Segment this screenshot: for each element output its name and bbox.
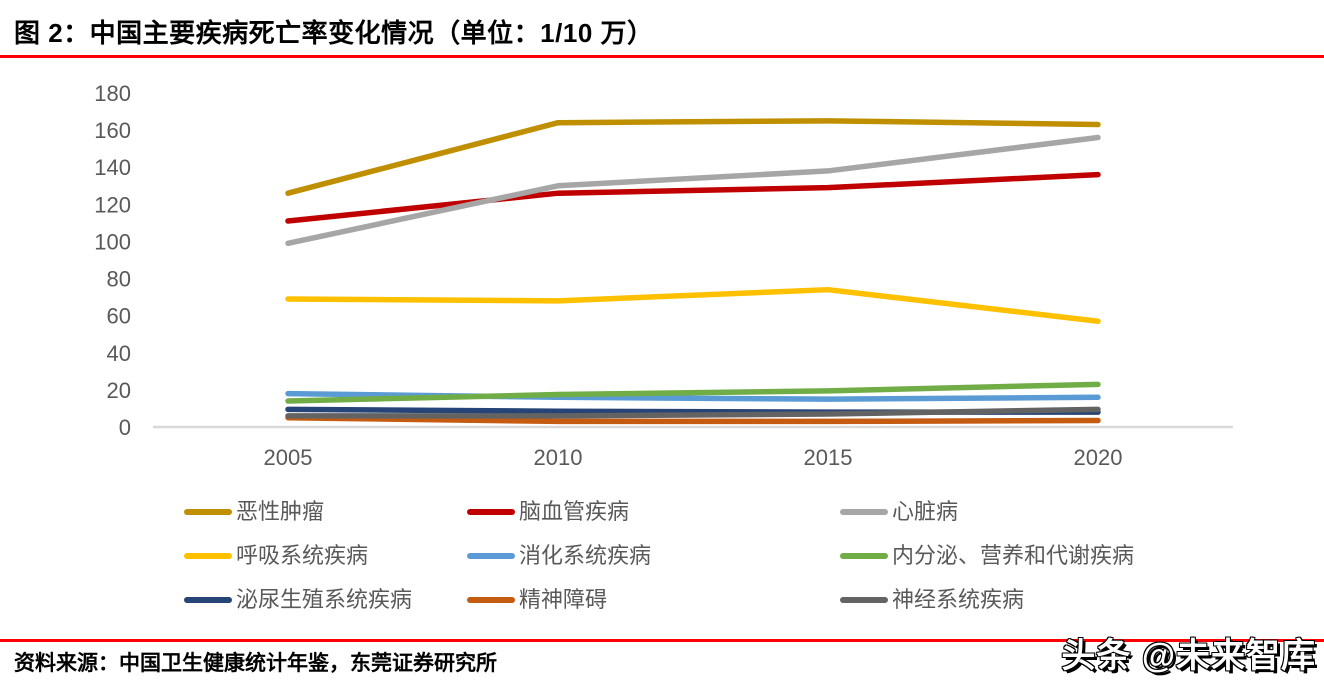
legend-swatch: [184, 509, 232, 515]
series-line-心脏病: [285, 134, 1101, 247]
y-axis-tick-label: 160: [94, 118, 131, 143]
series-line-呼吸系统疾病: [285, 286, 1101, 324]
x-axis-tick-label: 2015: [804, 445, 853, 470]
footer-rule: [0, 639, 1324, 642]
legend-label: 泌尿生殖系统疾病: [236, 587, 413, 612]
title-underline-rule: [0, 55, 1324, 58]
legend-swatch: [840, 509, 888, 515]
legend-swatch: [467, 597, 515, 603]
figure-title: 图 2：中国主要疾病死亡率变化情况（单位：1/10 万）: [14, 18, 654, 48]
line-chart: 180 160 140 120 100 80 60 40 20 0 2005 2010 2015 2020: [94, 81, 1233, 470]
x-axis-tick-label: 2020: [1074, 445, 1123, 470]
legend-swatch: [184, 553, 232, 559]
legend-item: 心脏病: [840, 499, 958, 525]
y-axis-tick-label: 180: [94, 81, 131, 106]
y-axis-tick-label: 120: [94, 192, 131, 217]
series-line-精神障碍: [285, 414, 1101, 425]
legend-label: 神经系统疾病: [892, 587, 1025, 612]
series-line-内分泌、营养和代谢疾病: [285, 381, 1101, 404]
legend-swatch: [840, 597, 888, 603]
x-axis-tick-label: 2005: [264, 445, 313, 470]
series-line-神经系统疾病: [285, 406, 1101, 419]
legend-label: 消化系统疾病: [519, 543, 652, 568]
legend-label: 内分泌、营养和代谢疾病: [892, 543, 1135, 568]
legend-item: 精神障碍: [467, 587, 607, 613]
legend-item: 消化系统疾病: [467, 543, 651, 569]
legend-item: 泌尿生殖系统疾病: [184, 587, 412, 613]
y-axis-tick-label: 100: [94, 229, 131, 254]
series-line-恶性肿瘤: [285, 118, 1101, 196]
legend-label: 呼吸系统疾病: [236, 543, 369, 568]
y-axis-tick-label: 40: [107, 341, 131, 366]
legend-swatch: [467, 553, 515, 559]
legend-label: 精神障碍: [519, 587, 608, 612]
y-axis-tick-label: 20: [107, 378, 131, 403]
source-note: 资料来源：中国卫生健康统计年鉴，东莞证券研究所: [14, 652, 497, 675]
legend-item: 内分泌、营养和代谢疾病: [840, 543, 1134, 569]
legend-swatch: [467, 509, 515, 515]
y-axis-tick-label: 0: [119, 415, 131, 440]
y-axis-tick-label: 140: [94, 155, 131, 180]
legend-label: 心脏病: [892, 499, 959, 524]
y-axis-tick-label: 60: [107, 304, 131, 329]
legend-item: 脑血管疾病: [467, 499, 629, 525]
legend-item: 呼吸系统疾病: [184, 543, 368, 569]
legend-label: 脑血管疾病: [519, 499, 630, 524]
watermark: 头条 @未来智库: [1061, 637, 1316, 675]
legend-item: 神经系统疾病: [840, 587, 1024, 613]
legend-label: 恶性肿瘤: [236, 499, 325, 524]
legend-item: 恶性肿瘤: [184, 499, 324, 525]
chart-canvas: 180 160 140 120 100 80 60 40 20 0 2005 2010 2015 2020: [94, 81, 1233, 470]
legend-swatch: [184, 597, 232, 603]
legend-swatch: [840, 553, 888, 559]
series-line-脑血管疾病: [285, 171, 1101, 224]
x-axis-tick-label: 2010: [534, 445, 583, 470]
y-axis-tick-label: 80: [107, 267, 131, 292]
